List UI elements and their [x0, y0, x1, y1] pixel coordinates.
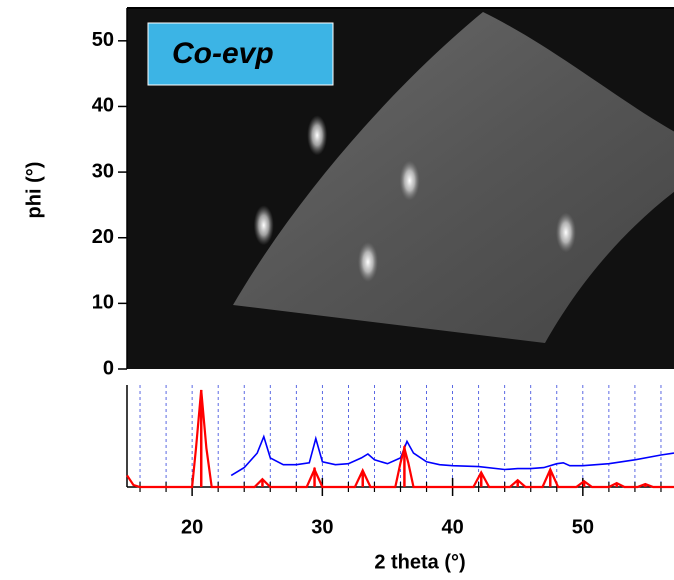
pattern-line [230, 434, 674, 477]
diffraction-spot [253, 205, 274, 246]
diffraction-spot [555, 212, 576, 253]
x-tick-label: 50 [572, 516, 594, 538]
y-tick-label: 40 [92, 95, 114, 117]
detector-fan [233, 12, 674, 343]
x-axis-label: 2 theta (°) [374, 551, 465, 573]
x-tick-label: 30 [311, 516, 333, 538]
annotation: Co-evp [172, 37, 274, 70]
image-area [233, 12, 674, 343]
x-tick-label: 20 [181, 516, 203, 538]
y-tick-label: 0 [103, 357, 114, 379]
annotation-box [147, 22, 334, 86]
y-tick-label: 50 [92, 29, 114, 51]
diffraction-spot [307, 115, 328, 156]
y-axis-label: phi (°) [23, 162, 45, 219]
diffraction-spot [357, 242, 378, 283]
y-tick-label: 10 [92, 292, 114, 314]
diffraction-spot [399, 160, 420, 201]
pattern-line [126, 389, 674, 489]
y-tick-label: 20 [92, 226, 114, 248]
x-tick-label: 40 [441, 516, 463, 538]
y-tick-label: 30 [92, 160, 114, 182]
